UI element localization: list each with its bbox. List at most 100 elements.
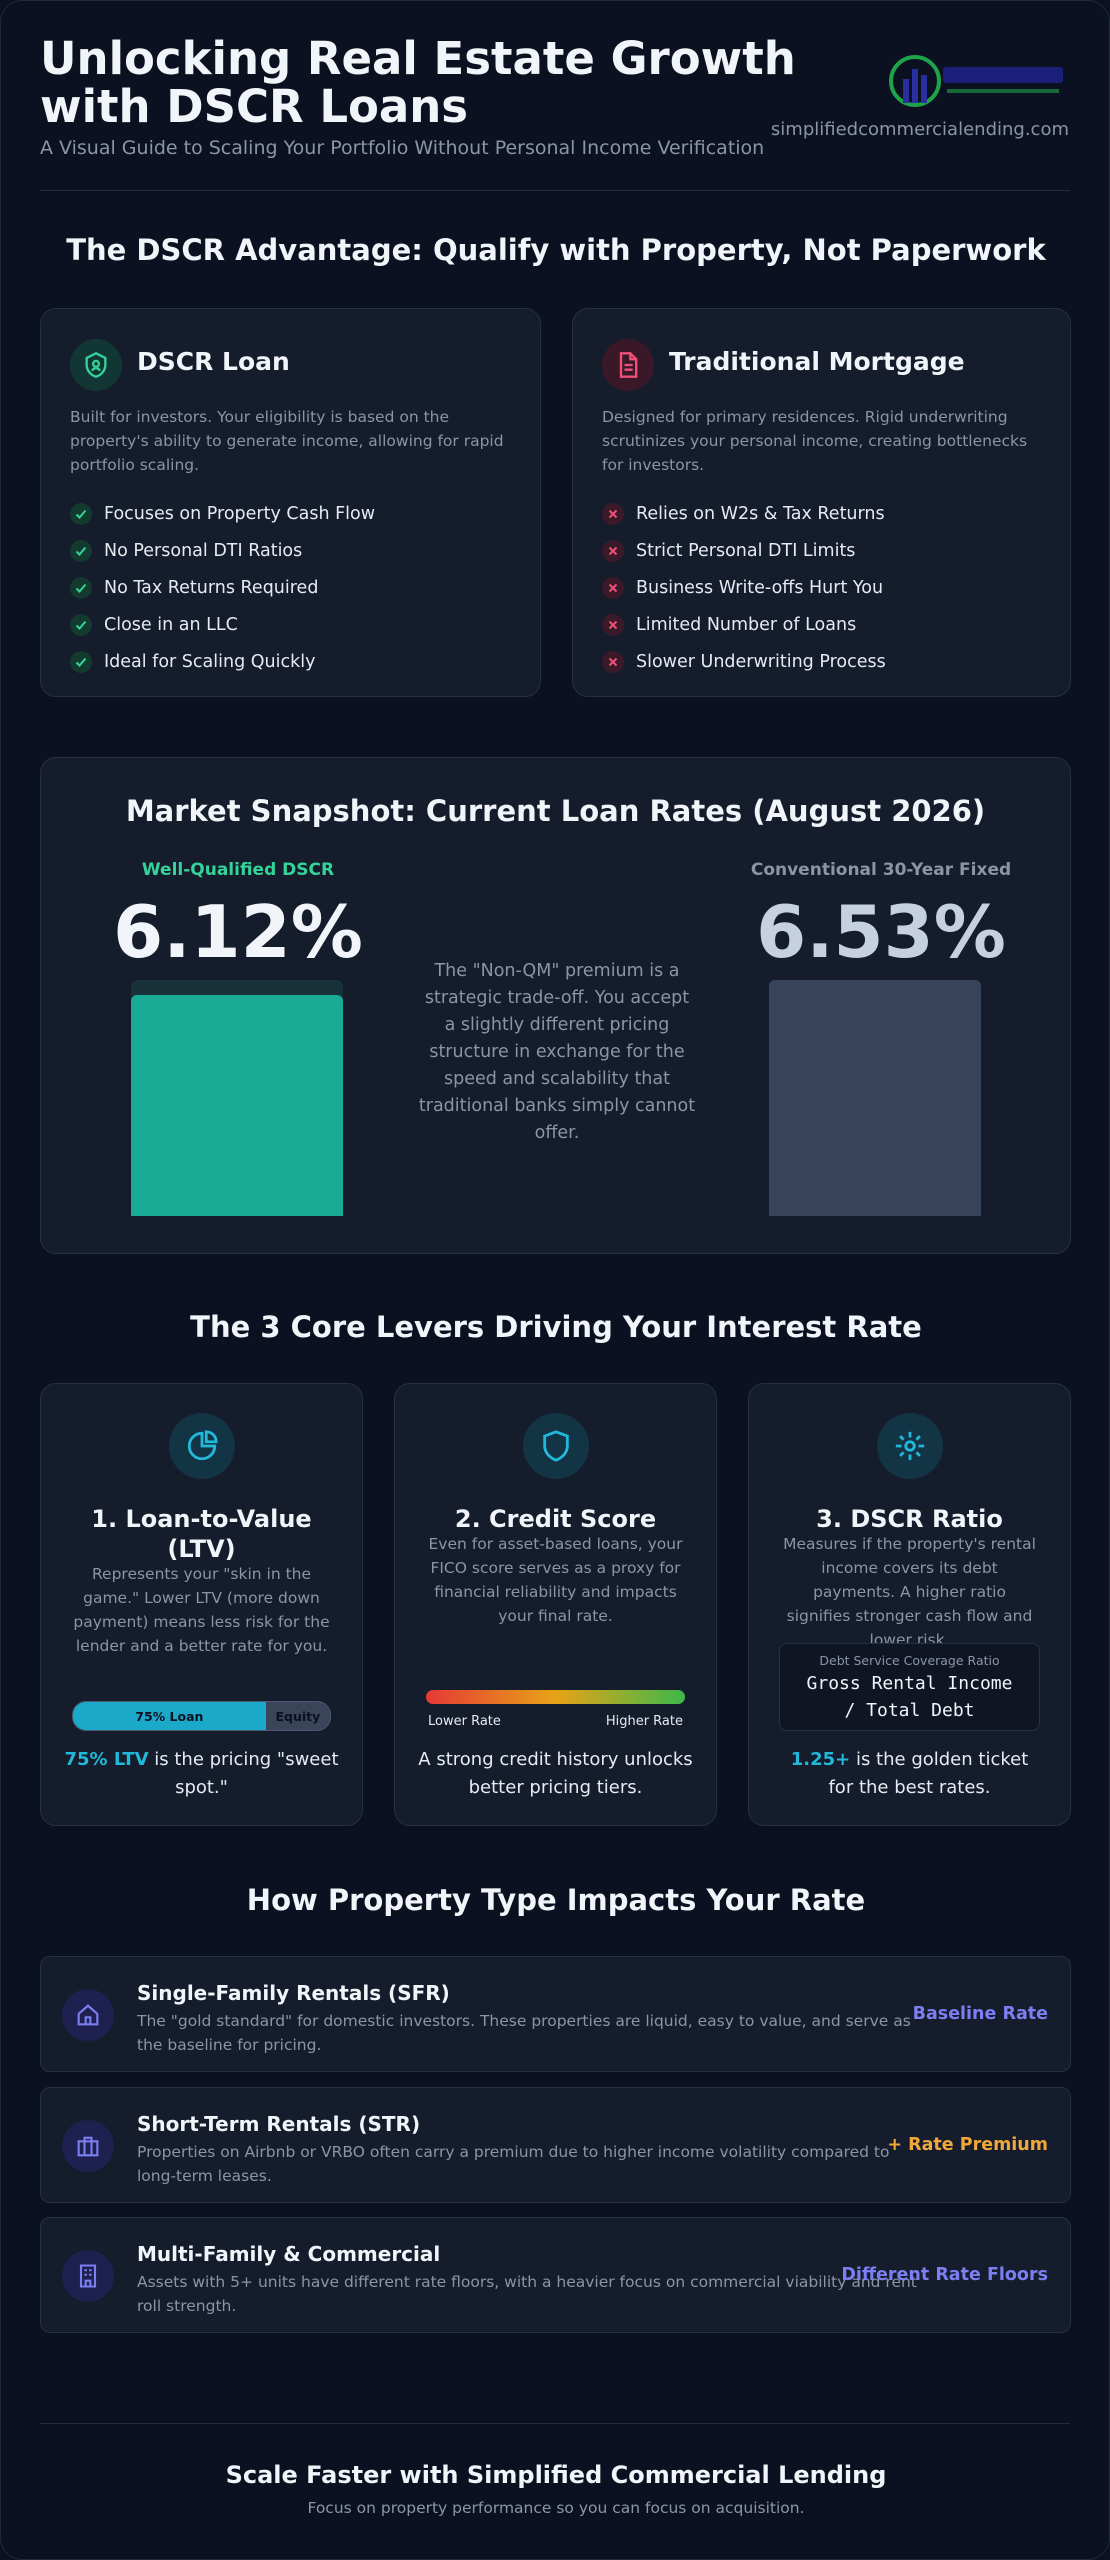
icon <box>62 1989 114 2041</box>
lever-card: 3. DSCR Ratio Measures if the property's… <box>748 1383 1071 1826</box>
section-heading: The DSCR Advantage: Qualify with Propert… <box>66 233 1046 267</box>
icon <box>62 2120 114 2172</box>
cross-icon <box>602 539 624 562</box>
feature-text: Business Write-offs Hurt You <box>636 577 884 598</box>
feature-text: Strict Personal DTI Limits <box>636 540 856 561</box>
ltv-loan-segment: 75% Loan <box>73 1702 266 1730</box>
feature-text: Slower Underwriting Process <box>636 651 886 672</box>
market-card: Market Snapshot: Current Loan Rates (Aug… <box>40 757 1071 1254</box>
formula: Gross Rental Income / Total Debt <box>806 1673 1013 1721</box>
rate-label: Conventional 30-Year Fixed <box>750 860 1012 880</box>
property-description: Assets with 5+ units have different rate… <box>137 2273 917 2315</box>
rate-bar <box>769 980 981 1216</box>
rate-label: Well-Qualified DSCR <box>141 860 335 880</box>
formula-box: Debt Service Coverage Ratio Gross Rental… <box>779 1643 1040 1731</box>
footer-text: is the golden ticket for the best rates. <box>828 1749 1029 1798</box>
formula-caption: Debt Service Coverage Ratio <box>819 1653 1000 1668</box>
title: Unlocking Real Estate Growth with DSCR L… <box>40 32 796 133</box>
feature-text: Ideal for Scaling Quickly <box>104 651 316 672</box>
icon <box>877 1413 943 1479</box>
scale-high: Higher Rate <box>605 1714 683 1729</box>
ltv-equity-label: Equity <box>275 1708 321 1724</box>
ltv-loan-label: 75% Loan <box>135 1708 204 1724</box>
feature-item: No Personal DTI Ratios <box>70 532 375 569</box>
property-icon <box>79 2264 97 2288</box>
ltv-bar: 75% Loan Equity <box>72 1701 331 1731</box>
feature-list: Focuses on Property Cash Flow No Personal… <box>70 495 375 680</box>
icon <box>62 2250 114 2302</box>
feature-list: Relies on W2s & Tax Returns Strict Person… <box>602 495 886 680</box>
feature-item: Ideal for Scaling Quickly <box>70 643 375 680</box>
lever-title: 2. Credit Score <box>454 1505 657 1533</box>
rate-value: 6.12% <box>113 890 363 974</box>
property-tag: Different Rate Floors <box>841 2265 1048 2285</box>
check-icon <box>70 576 92 599</box>
lever-title: 1. Loan-to-Value (LTV) <box>91 1505 312 1563</box>
check-icon <box>70 613 92 636</box>
property-row: Multi-Family & Commercial Assets with 5+ … <box>40 2217 1071 2333</box>
market-heading: Market Snapshot: Current Loan Rates (Aug… <box>125 794 986 828</box>
lever-description: Measures if the property's rental income… <box>783 1535 1036 1649</box>
icon <box>169 1413 235 1479</box>
property-tag: + Rate Premium <box>887 2135 1048 2155</box>
feature-item: Relies on W2s & Tax Returns <box>602 495 886 532</box>
dscr-card: DSCR Loan Built for investors. Your elig… <box>40 308 541 697</box>
property-title: Single-Family Rentals (SFR) <box>137 1981 450 2005</box>
footer-text: is the pricing "sweet spot." <box>148 1749 339 1798</box>
cross-icon <box>602 613 624 636</box>
lever-description: Even for asset-based loans, your FICO sc… <box>428 1535 683 1625</box>
property-description: Properties on Airbnb or VRBO often carry… <box>137 2143 890 2185</box>
property-icon <box>77 2004 99 2026</box>
feature-item: Limited Number of Loans <box>602 606 886 643</box>
feature-item: Strict Personal DTI Limits <box>602 532 886 569</box>
property-description: The "gold standard" for domestic investo… <box>137 2012 911 2054</box>
card-title: DSCR Loan <box>137 347 290 376</box>
lever-footer: 75% LTV is the pricing "sweet spot." <box>61 1746 342 1802</box>
highlight: 1.25+ <box>790 1749 851 1770</box>
check-icon <box>70 502 92 525</box>
property-tag: Baseline Rate <box>912 2004 1048 2024</box>
card-description: Built for investors. Your eligibility is… <box>70 408 504 474</box>
feature-text: Limited Number of Loans <box>636 614 857 635</box>
lever-card: 2. Credit Score Even for asset-based loa… <box>394 1383 717 1826</box>
lever-card: 1. Loan-to-Value (LTV) Represents your "… <box>40 1383 363 1826</box>
icon <box>602 339 654 391</box>
check-icon <box>70 650 92 673</box>
section-heading: The 3 Core Levers Driving Your Interest … <box>190 1310 922 1344</box>
credit-gradient <box>426 1690 685 1704</box>
section-heading: How Property Type Impacts Your Rate <box>246 1883 866 1917</box>
property-title: Multi-Family & Commercial <box>137 2242 441 2266</box>
market-note: The "Non-QM" premium is a strategic trad… <box>418 961 696 1143</box>
feature-text: No Tax Returns Required <box>104 577 319 598</box>
card-description: Designed for primary residences. Rigid u… <box>602 408 1028 474</box>
feature-item: Business Write-offs Hurt You <box>602 569 886 606</box>
feature-item: No Tax Returns Required <box>70 569 375 606</box>
icon <box>523 1413 589 1479</box>
property-row: Short-Term Rentals (STR) Properties on Ai… <box>40 2087 1071 2203</box>
footer-title: Scale Faster with Simplified Commercial … <box>225 2461 887 2489</box>
feature-item: Focuses on Property Cash Flow <box>70 495 375 532</box>
property-icon <box>77 2136 99 2157</box>
property-title: Short-Term Rentals (STR) <box>137 2112 421 2136</box>
feature-text: No Personal DTI Ratios <box>104 540 303 561</box>
lever-description: Represents your "skin in the game." Lowe… <box>73 1565 330 1655</box>
card-title: Traditional Mortgage <box>669 347 965 376</box>
scale-low: Lower Rate <box>428 1714 501 1729</box>
traditional-card: Traditional Mortgage Designed for primar… <box>572 308 1071 697</box>
logo <box>889 55 1063 107</box>
lever-footer: 1.25+ is the golden ticket for the best … <box>779 1746 1040 1802</box>
website: simplifiedcommercialending.com <box>770 119 1069 140</box>
rate-bar <box>131 994 343 1216</box>
lever-footer: A strong credit history unlocks better p… <box>418 1749 693 1798</box>
footer-subtitle: Focus on property performance so you can… <box>307 2499 805 2517</box>
cross-icon <box>602 650 624 673</box>
feature-item: Slower Underwriting Process <box>602 643 886 680</box>
highlight: 75% LTV <box>64 1749 149 1770</box>
cross-icon <box>602 502 624 525</box>
ltv-equity-segment: Equity <box>266 1702 330 1730</box>
lever-title: 3. DSCR Ratio <box>816 1505 1003 1533</box>
property-row: Single-Family Rentals (SFR) The "gold sta… <box>40 1956 1071 2072</box>
feature-text: Close in an LLC <box>104 614 238 635</box>
